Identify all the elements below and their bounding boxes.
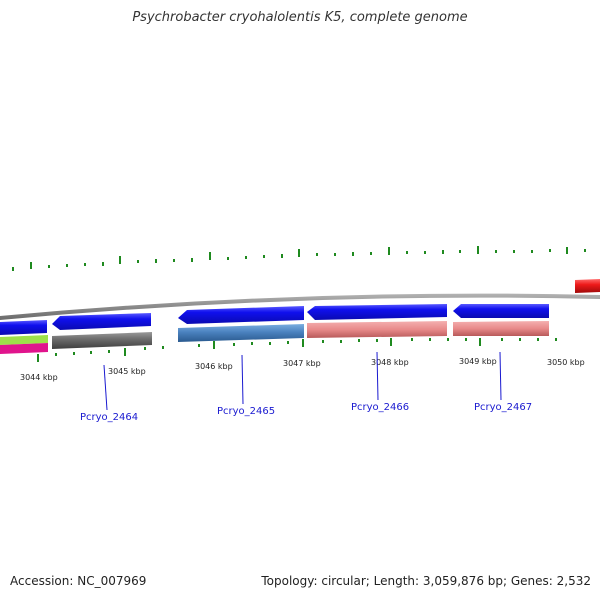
red-feature xyxy=(575,279,600,293)
magenta-feature xyxy=(0,343,48,354)
gene-label-pcryo-2467[interactable]: Pcryo_2467 xyxy=(474,402,532,413)
outer-tick-track xyxy=(12,246,586,271)
green-feature xyxy=(0,335,48,345)
steel-feature xyxy=(178,324,304,342)
kbp-label: 3046 kbp xyxy=(195,362,233,371)
kbp-label: 3049 kbp xyxy=(459,357,497,366)
kbp-label: 3048 kbp xyxy=(371,358,409,367)
gene-labels: Pcryo_2464 Pcryo_2465 Pcryo_2466 Pcryo_2… xyxy=(80,402,532,423)
kbp-label: 3050 kbp xyxy=(547,358,585,367)
cds-arrow xyxy=(453,304,549,318)
map-title: Psychrobacter cryohalolentis K5, complet… xyxy=(132,10,468,25)
pink-feature xyxy=(307,321,447,338)
kbp-label: 3044 kbp xyxy=(20,373,58,382)
cds-arrow xyxy=(0,320,47,335)
gray-feature xyxy=(52,332,152,349)
feature-color-track xyxy=(0,321,549,354)
kbp-label: 3047 kbp xyxy=(283,359,321,368)
genome-summary-text: Topology: circular; Length: 3,059,876 bp… xyxy=(261,574,591,588)
inner-tick-track xyxy=(37,338,557,362)
cds-arrow xyxy=(52,313,151,330)
gene-label-pcryo-2465[interactable]: Pcryo_2465 xyxy=(217,406,275,417)
gene-label-pcryo-2466[interactable]: Pcryo_2466 xyxy=(351,402,409,413)
accession-text: Accession: NC_007969 xyxy=(10,574,147,588)
gene-label-pcryo-2464[interactable]: Pcryo_2464 xyxy=(80,412,138,423)
gene-leader-lines xyxy=(103,351,502,411)
kbp-label: 3045 kbp xyxy=(108,367,146,376)
cds-arrow xyxy=(178,306,304,324)
pink-feature xyxy=(453,321,549,336)
genome-backbone xyxy=(0,293,600,320)
cds-arrow xyxy=(307,304,447,320)
cds-forward-track xyxy=(0,304,549,335)
kbp-scale: 3044 kbp 3045 kbp 3046 kbp 3047 kbp 3048… xyxy=(20,357,585,382)
